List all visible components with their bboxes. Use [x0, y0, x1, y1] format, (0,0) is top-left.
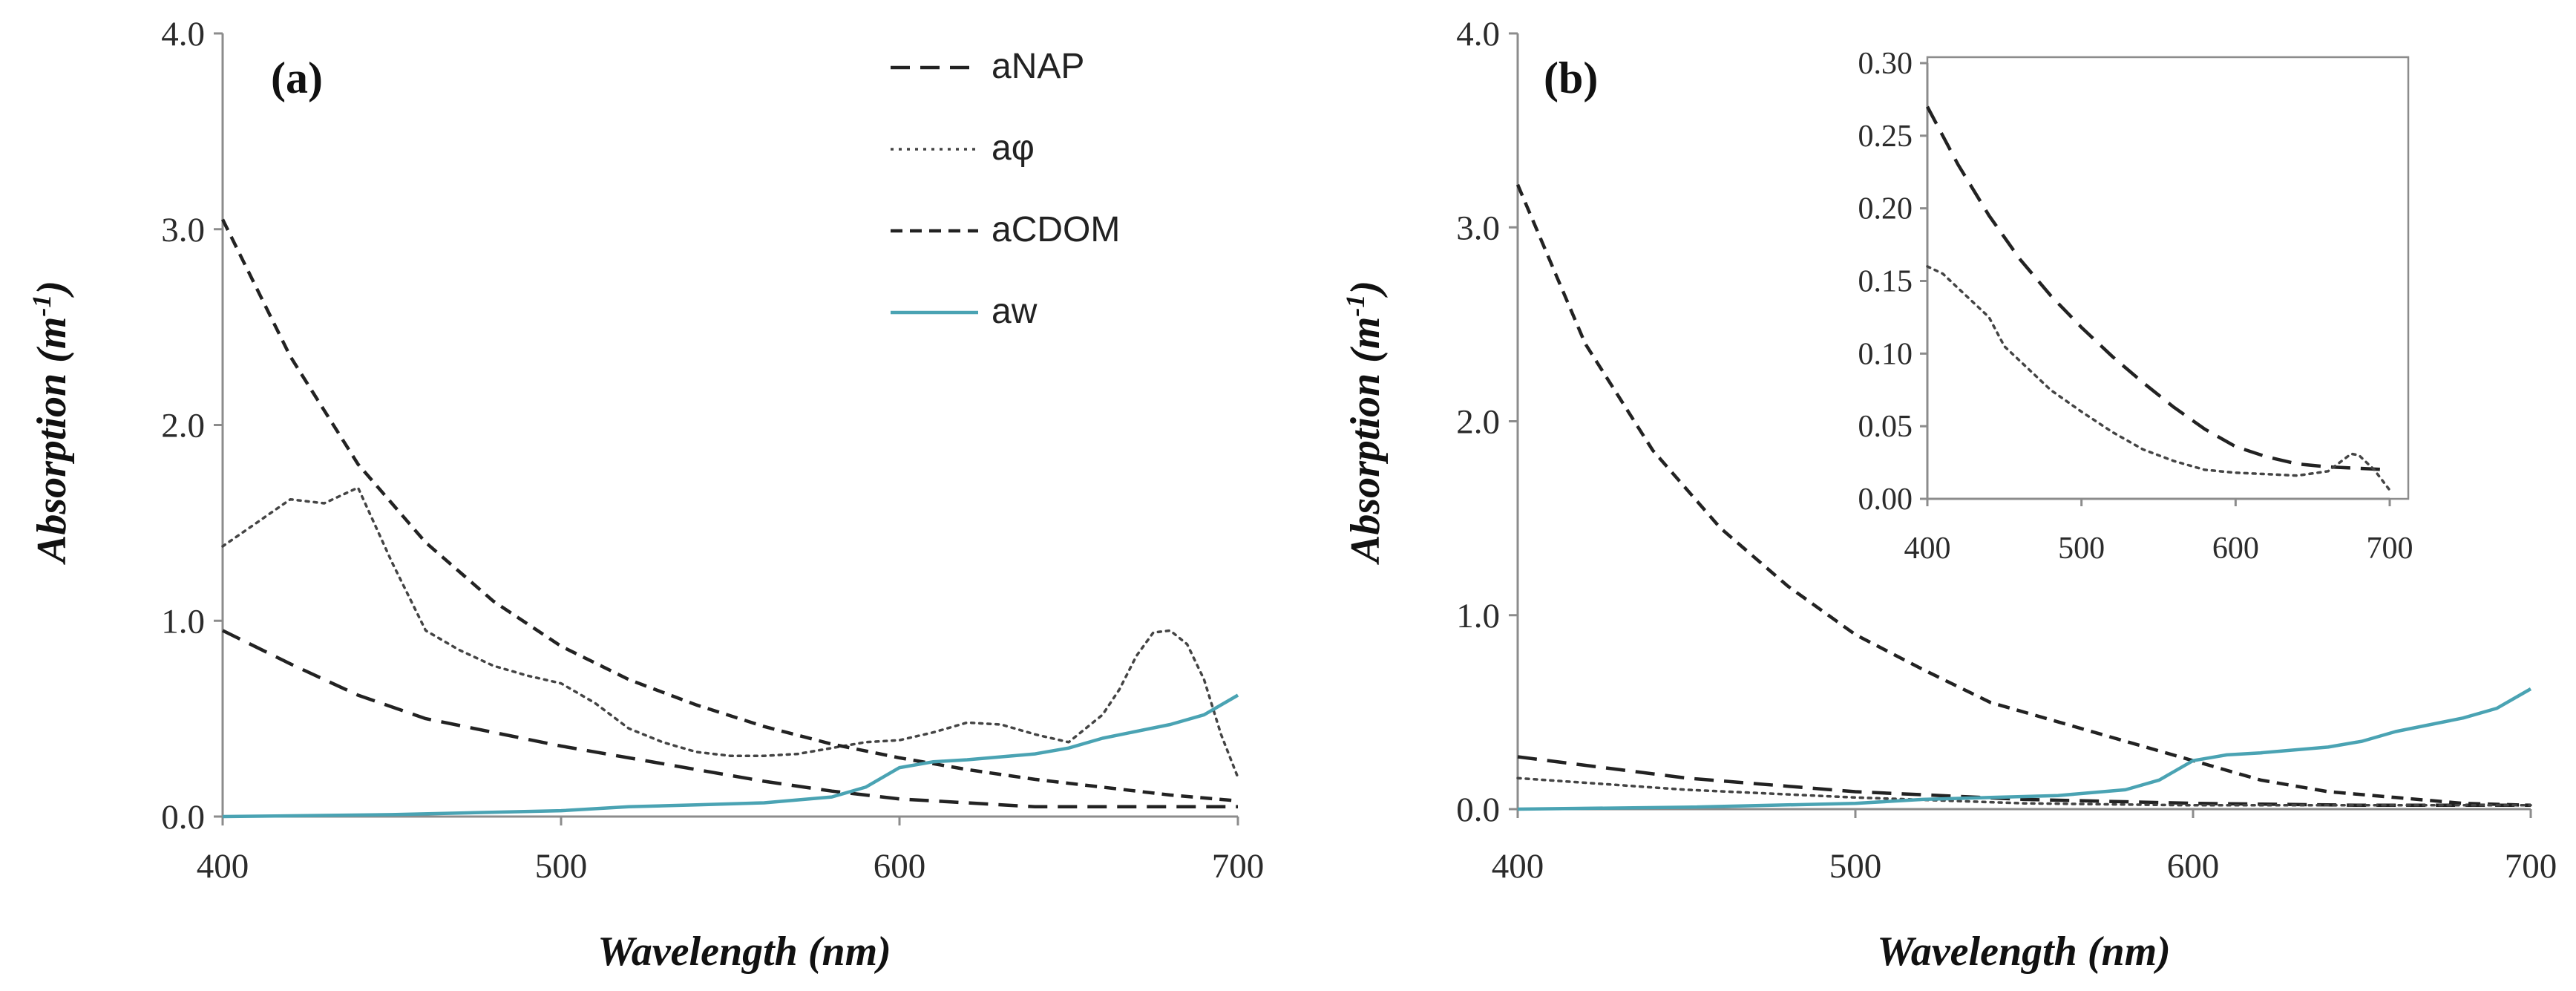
y-tick-label: 3.0 — [161, 211, 205, 249]
panel-b-y-axis-title: Absorption (m-1) — [1340, 281, 1389, 565]
y-tick-label: 0.10 — [1858, 337, 1913, 371]
x-tick-label: 600 — [2212, 532, 2259, 566]
y-tick-label: 2.0 — [1456, 403, 1500, 442]
panel-a-label: (a) — [271, 53, 323, 102]
legend-label: aw — [992, 292, 1038, 331]
panel-a-chart: 0.01.02.03.04.0 400 500 600 700 (a) aNAPaφa… — [27, 15, 1264, 975]
inset-x-ticks: 400 500 600 700 — [1904, 499, 2413, 566]
series-line-a — [1516, 776, 2532, 807]
legend-label: aNAP — [992, 47, 1084, 86]
panel-b-label: (b) — [1544, 53, 1598, 102]
inset-y-ticks: 0.00 0.05 0.10 0.15 0.20 0.25 0.30 — [1858, 47, 1927, 517]
series-line-a — [1926, 265, 2391, 492]
y-tick-label: 0.30 — [1858, 47, 1913, 81]
series-line-a — [221, 486, 1239, 779]
x-tick-label: 400 — [1904, 532, 1951, 566]
x-tick-label: 500 — [535, 847, 588, 886]
legend-label: aφ — [992, 128, 1035, 168]
x-tick-label: 700 — [2367, 532, 2413, 566]
panel-a-y-ticks: 0.0 1.0 2.0 3.0 4.0 — [161, 15, 223, 837]
series-line-aw — [222, 693, 1239, 819]
y-tick-label: 0.05 — [1858, 410, 1913, 444]
panel-a-legend: aNAP aφ aCDOM aw — [891, 47, 1120, 331]
x-tick-label: 700 — [2505, 847, 2557, 886]
x-tick-label: 700 — [1212, 847, 1265, 886]
x-tick-label: 400 — [1492, 847, 1544, 886]
panel-a-x-axis-title: Wavelength (nm) — [597, 929, 891, 975]
y-tick-label: 0.0 — [161, 798, 205, 837]
inset-series — [1926, 105, 2391, 492]
legend-label: aCDOM — [992, 210, 1120, 249]
inset-frame — [1926, 56, 2410, 500]
y-tick-label: 4.0 — [1456, 15, 1500, 53]
panel-a-series — [220, 218, 1239, 819]
inset-chart: 0.00 0.05 0.10 0.15 0.20 0.25 0.30 400 500 600 70… — [1858, 47, 2413, 566]
panel-b-x-axis-title: Wavelength (nm) — [1877, 929, 2171, 975]
x-tick-label: 500 — [2058, 532, 2105, 566]
x-tick-label: 400 — [197, 847, 249, 886]
y-tick-label: 0.20 — [1858, 192, 1913, 226]
y-tick-label: 3.0 — [1456, 209, 1500, 247]
panel-b-chart: 0.0 1.0 2.0 3.0 4.0 400 500 600 700 (b) Wavelen… — [1340, 15, 2557, 975]
y-tick-label: 0.00 — [1858, 483, 1913, 517]
panel-b-series — [1515, 183, 2532, 811]
y-tick-label: 1.0 — [161, 602, 205, 641]
series-line-aNAP — [1926, 105, 2390, 472]
series-line-aw — [1517, 687, 2532, 811]
series-line-aNAP — [222, 629, 1238, 809]
series-line-aCDOM — [1515, 183, 2531, 808]
x-tick-label: 600 — [874, 847, 926, 886]
panel-a-x-ticks: 400 500 600 700 — [197, 817, 1265, 886]
y-tick-label: 2.0 — [161, 407, 205, 445]
x-tick-label: 500 — [1829, 847, 1882, 886]
panel-a-y-axis-title: Absorption (m-1) — [27, 281, 75, 565]
y-tick-label: 0.15 — [1858, 265, 1913, 299]
series-line-aCDOM — [220, 218, 1239, 803]
panel-b-x-ticks: 400 500 600 700 — [1492, 809, 2557, 886]
y-tick-label: 0.25 — [1858, 120, 1913, 154]
y-tick-label: 0.0 — [1456, 791, 1500, 829]
y-tick-label: 4.0 — [161, 15, 205, 53]
y-tick-label: 1.0 — [1456, 597, 1500, 635]
x-tick-label: 600 — [2167, 847, 2220, 886]
panel-b-y-ticks: 0.0 1.0 2.0 3.0 4.0 — [1456, 15, 1518, 829]
